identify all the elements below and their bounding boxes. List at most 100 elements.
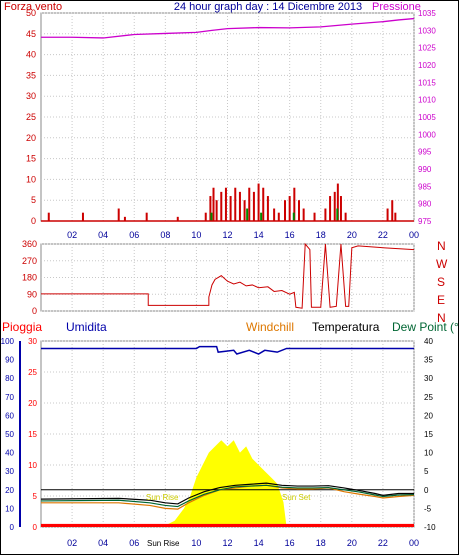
wind-pressure-panel: 0510152025303540455097598098599099510001…	[26, 8, 436, 240]
sunrise-axis-label: Sun Rise	[147, 539, 180, 548]
wind-x-tick-label: 04	[98, 230, 108, 240]
wind-bar	[329, 196, 332, 221]
humidity-tick-label: 10	[5, 504, 14, 513]
wind-x-tick-label: 10	[191, 230, 201, 240]
wind-x-tick-label: 22	[378, 230, 388, 240]
wind-bar	[215, 200, 218, 221]
temp-tick-label: 30	[424, 374, 433, 383]
compass-e: E	[437, 293, 445, 307]
wind-x-tick-label: 00	[409, 230, 419, 240]
humidity-axis-title: Umidita	[66, 320, 107, 334]
pressure-tick-label: 995	[418, 148, 432, 157]
gust-bar	[292, 212, 295, 221]
chart-title: 24 hour graph day : 14 Dicembre 2013	[174, 1, 362, 13]
wind-bar	[333, 191, 336, 221]
wind-bar	[176, 216, 179, 221]
wind-bar	[117, 208, 120, 221]
rain-tick-label: 15	[28, 430, 37, 439]
sunset-label: Sun Set	[282, 493, 311, 502]
temp-x-tick-label: 22	[378, 538, 388, 548]
temp-tick-label: -10	[424, 523, 436, 532]
wind-bar	[252, 191, 255, 221]
sunrise-label: Sun Rise	[146, 493, 179, 502]
wind-bar	[394, 212, 397, 221]
temp-x-tick-label: 10	[191, 538, 201, 548]
wind-bar	[243, 200, 246, 221]
temp-tick-label: 20	[424, 411, 433, 420]
wind-bar	[123, 216, 126, 221]
wind-x-tick-label: 18	[316, 230, 326, 240]
solar-area	[162, 440, 287, 527]
wind-tick-label: 20	[26, 133, 36, 143]
temp-tick-label: 25	[424, 393, 433, 402]
compass-n-bottom: N	[437, 311, 446, 325]
wind-x-tick-label: 20	[347, 230, 357, 240]
pressure-tick-label: 1035	[418, 9, 436, 18]
direction-tick-label: 360	[22, 239, 37, 249]
pressure-tick-label: 1030	[418, 26, 436, 35]
pressure-axis-title: Pressione	[372, 1, 421, 13]
direction-tick-label: 90	[27, 289, 37, 299]
rain-tick-label: 10	[28, 461, 37, 470]
pressure-tick-label: 985	[418, 182, 432, 191]
wind-tick-label: 0	[31, 216, 36, 226]
humidity-tick-label: 100	[1, 337, 15, 346]
wind-bar	[273, 208, 276, 221]
rain-tick-label: 20	[28, 399, 37, 408]
direction-tick-label: 0	[32, 306, 37, 316]
rain-tick-label: 5	[33, 492, 38, 501]
temp-x-tick-label: 06	[129, 538, 139, 548]
humidity-tick-label: 40	[5, 449, 14, 458]
temperature-panel: 0510152025300102030405060708090100-10-50…	[1, 337, 436, 548]
pressure-tick-label: 975	[418, 217, 432, 226]
temperature-legend: Temperatura	[312, 320, 380, 334]
wind-bar	[297, 200, 300, 221]
pressure-tick-label: 1025	[418, 44, 436, 53]
wind-x-tick-label: 16	[285, 230, 295, 240]
humidity-tick-label: 0	[10, 523, 15, 532]
wind-bar	[234, 187, 237, 221]
rain-axis-title: Pioggia	[2, 320, 42, 334]
humidity-tick-label: 60	[5, 411, 14, 420]
wind-tick-label: 45	[26, 29, 36, 39]
gust-bar	[260, 212, 263, 221]
wind-tick-label: 50	[26, 8, 36, 18]
humidity-line	[41, 345, 414, 355]
wind-bar	[313, 212, 316, 221]
wind-bar	[81, 212, 84, 221]
humidity-tick-label: 30	[5, 467, 14, 476]
rain-tick-label: 30	[28, 337, 37, 346]
wind-bar	[229, 196, 232, 221]
wind-bar	[212, 187, 215, 221]
temp-tick-label: 10	[424, 449, 433, 458]
compass-s: S	[437, 275, 445, 289]
wind-bar	[386, 208, 389, 221]
temp-x-tick-label: 20	[347, 538, 357, 548]
wind-bar	[238, 191, 241, 221]
wind-bar	[220, 191, 223, 221]
pressure-tick-label: 1000	[418, 130, 436, 139]
compass-n-top: N	[437, 239, 446, 253]
wind-bar	[204, 212, 207, 221]
wind-x-tick-label: 06	[129, 230, 139, 240]
wind-bar	[339, 196, 342, 221]
temperature-line	[40, 482, 414, 505]
temp-x-tick-label: 18	[316, 538, 326, 548]
temp-x-tick-label: 14	[254, 538, 264, 548]
temp-tick-label: 40	[424, 337, 433, 346]
rain-tick-label: 25	[28, 368, 37, 377]
wind-bar	[288, 196, 291, 221]
wind-bar	[324, 208, 327, 221]
windchill-legend: Windchill	[246, 320, 294, 334]
temp-tick-label: 5	[424, 467, 429, 476]
wind-bar	[266, 196, 269, 221]
temp-x-tick-label: 16	[285, 538, 295, 548]
temp-tick-label: -5	[424, 504, 432, 513]
pressure-tick-label: 980	[418, 200, 432, 209]
pressure-tick-label: 1005	[418, 113, 436, 122]
wind-bar	[336, 183, 339, 221]
gust-bar	[336, 208, 339, 221]
wind-bar	[248, 187, 251, 221]
wind-bar	[277, 212, 280, 221]
